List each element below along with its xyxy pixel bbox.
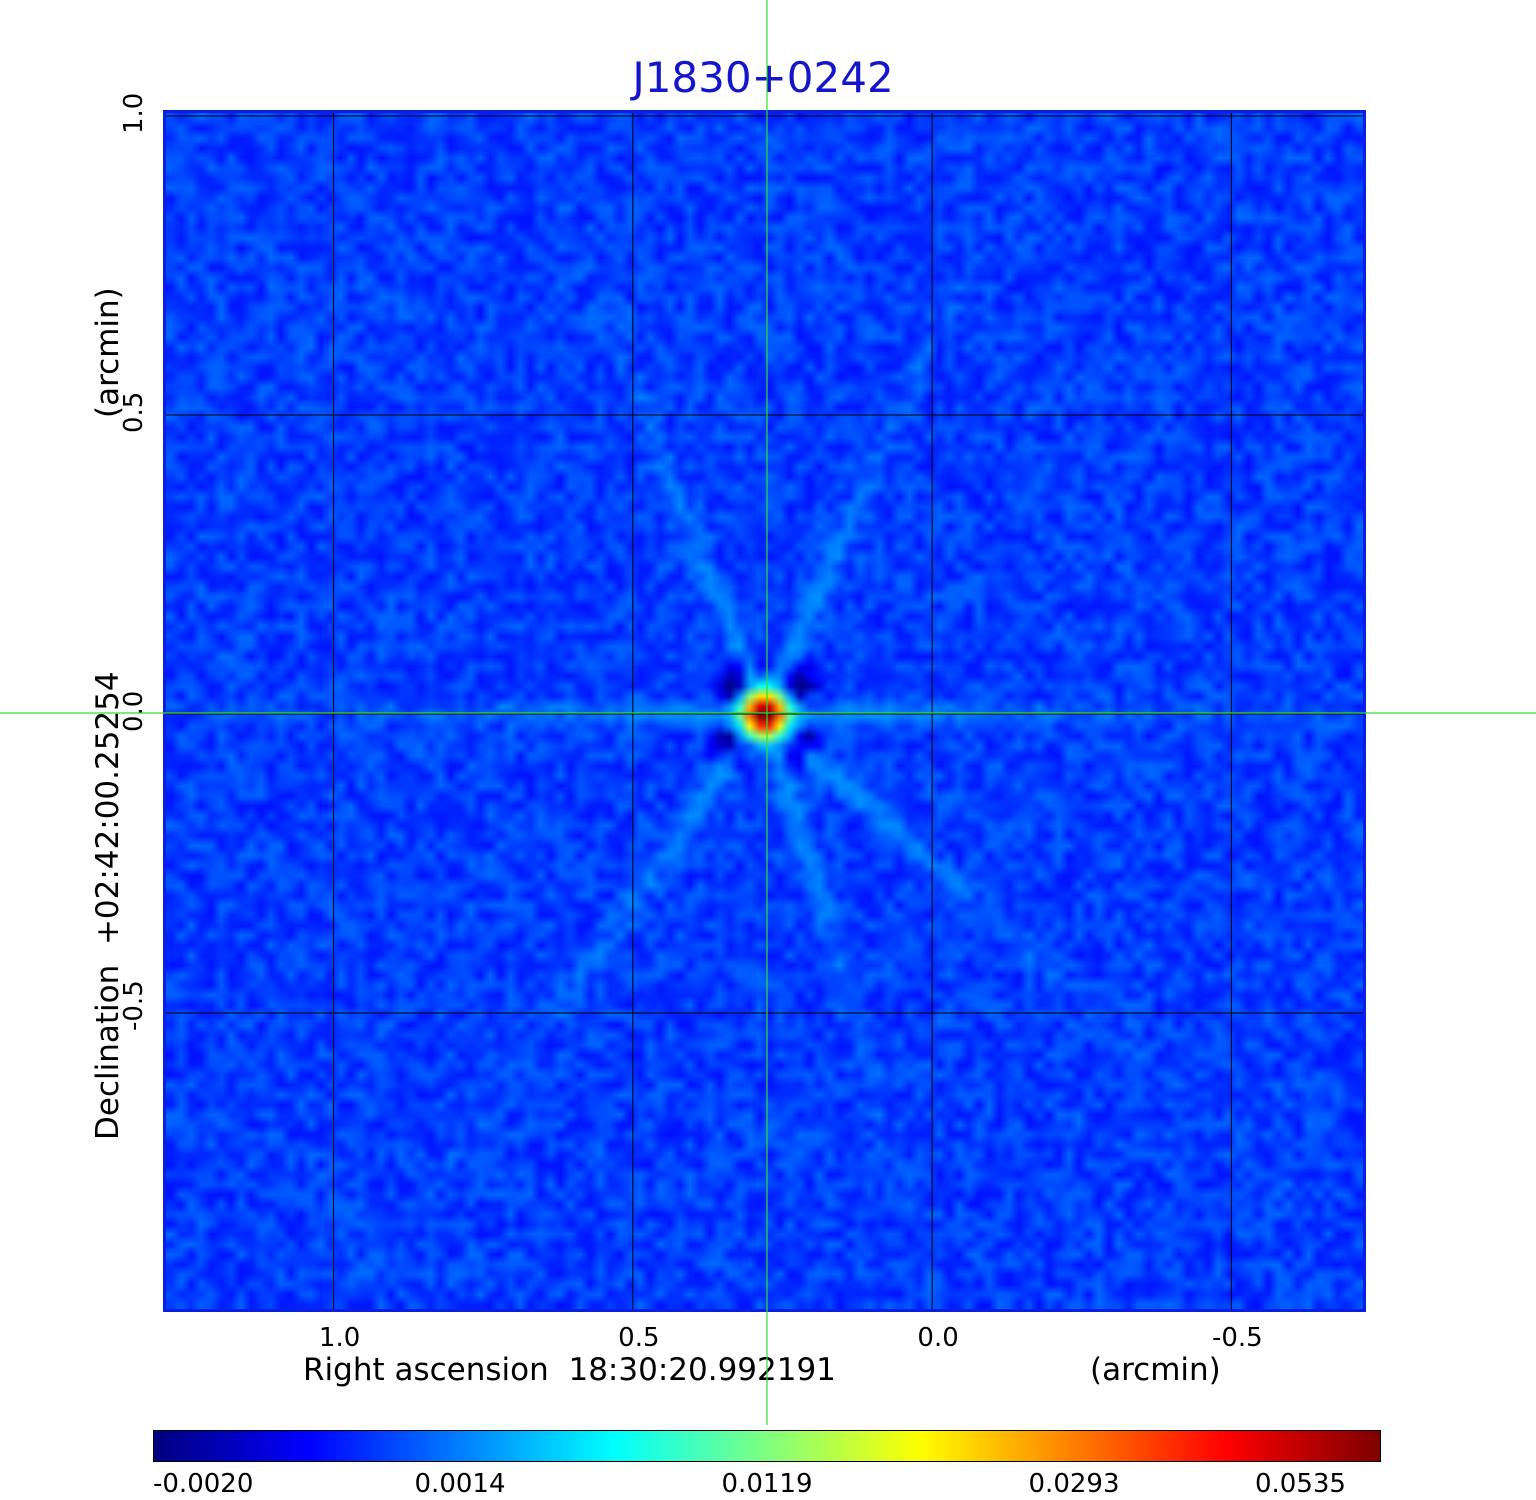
- intensity-map: [166, 113, 1363, 1309]
- x-axis-unit: (arcmin): [1090, 1352, 1221, 1388]
- x-tick-label: 1.0: [318, 1323, 361, 1353]
- chart-title: J1830+0242: [632, 53, 894, 102]
- y-axis-label: Declination +02:42:00.25254: [90, 671, 126, 1140]
- colorbar-tick-label: 0.0535: [1255, 1469, 1346, 1499]
- colorbar-tick-label: -0.0020: [153, 1469, 254, 1499]
- colorbar-tick-label: 0.0014: [414, 1469, 506, 1499]
- colorbar: [153, 1430, 1381, 1462]
- x-tick-label: 0.5: [618, 1323, 660, 1353]
- y-axis-unit: (arcmin): [90, 287, 126, 418]
- x-tick-label: -0.5: [1211, 1323, 1263, 1353]
- coordinate-grid: [166, 113, 1363, 1309]
- colorbar-tick-label: 0.0119: [721, 1469, 813, 1499]
- x-tick-label: 0.0: [917, 1323, 959, 1353]
- colorbar-tick-label: 0.0293: [1028, 1469, 1120, 1499]
- x-axis-label: Right ascension 18:30:20.992191: [303, 1352, 836, 1388]
- y-tick-label: 1.0: [119, 92, 149, 134]
- image-plot-area[interactable]: [163, 110, 1366, 1312]
